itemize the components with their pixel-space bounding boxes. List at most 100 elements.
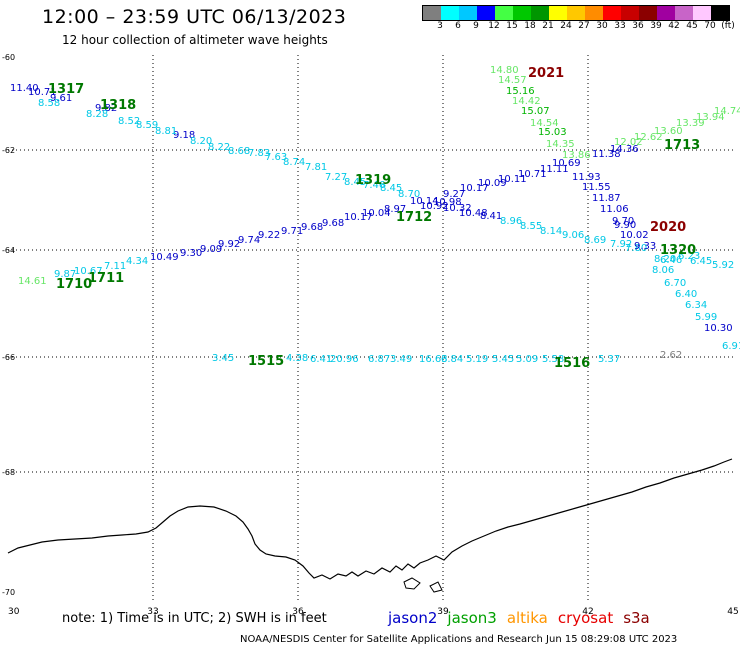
map-grid: 30 33 36 39 42 45 -60 -62 -64 -66 -68 -70 bbox=[2, 53, 739, 617]
wave-height-value: 8.14 bbox=[540, 226, 562, 237]
wave-height-value: 11.38 bbox=[592, 149, 621, 160]
colorbar-swatch bbox=[513, 6, 531, 20]
wave-height-value: 7.80 bbox=[625, 243, 647, 254]
wave-height-value: 4.34 bbox=[126, 256, 148, 267]
colorbar-swatch bbox=[495, 6, 513, 20]
wave-height-value: 3.45 bbox=[212, 353, 234, 364]
colorbar-tick-label: 33 bbox=[614, 21, 626, 31]
colorbar-swatch bbox=[531, 6, 549, 20]
pass-number-label: 1516 bbox=[554, 356, 590, 371]
footer-credit: NOAA/NESDIS Center for Satellite Applica… bbox=[240, 634, 678, 645]
satellite-legend-item: s3a bbox=[623, 609, 650, 627]
wave-height-value: 5.37 bbox=[598, 354, 620, 365]
colorbar-swatch bbox=[711, 6, 729, 20]
wave-height-value: 7.11 bbox=[104, 261, 126, 272]
wave-height-value: 6.41 bbox=[310, 354, 332, 365]
wave-height-value: 10.30 bbox=[704, 323, 733, 334]
colorbar-tick-label: 36 bbox=[632, 21, 644, 31]
wave-height-value: 7.92 bbox=[610, 239, 632, 250]
longitude-label: 45 bbox=[727, 607, 738, 617]
latitude-label: -70 bbox=[2, 588, 15, 597]
colorbar-tick-label: (ft) bbox=[721, 21, 735, 31]
wave-height-value: 11.06 bbox=[600, 204, 629, 215]
wave-height-value: 6.40 bbox=[675, 289, 697, 300]
wave-height-value: 10.09 bbox=[478, 178, 507, 189]
wave-height-value: 7.81 bbox=[305, 162, 327, 173]
colorbar-swatch bbox=[675, 6, 693, 20]
wave-height-value: 14.54 bbox=[530, 118, 559, 129]
colorbar-tick-label: 9 bbox=[473, 21, 479, 31]
wave-height-value: 8.28 bbox=[86, 109, 108, 120]
latitude-label: -68 bbox=[2, 468, 15, 477]
wave-height-value: 6.46 bbox=[660, 255, 682, 266]
satellite-legend-item: jason3 bbox=[447, 609, 497, 627]
colorbar-tick-label: 12 bbox=[488, 21, 500, 31]
wave-height-value: 14.42 bbox=[512, 96, 541, 107]
wave-height-value: 16.63 bbox=[419, 354, 448, 365]
colorbar-swatch bbox=[657, 6, 675, 20]
satellite-legend: jason2 jason3 altika cryosat s3a bbox=[388, 609, 660, 627]
wave-height-value: 11.55 bbox=[582, 182, 611, 193]
wave-height-value: 10.32 bbox=[443, 203, 472, 214]
wave-height-value: 10.69 bbox=[552, 158, 581, 169]
colorbar-swatch bbox=[567, 6, 585, 20]
colorbar-tick-label: 3 bbox=[437, 21, 443, 31]
wave-height-value: 10.04 bbox=[362, 208, 391, 219]
wave-height-value: 4.38 bbox=[286, 353, 308, 364]
colorbar-tick-label: 70 bbox=[704, 21, 716, 31]
longitude-label: 33 bbox=[147, 607, 158, 617]
wave-height-value: 11.93 bbox=[572, 172, 601, 183]
wave-height-value: 9.71 bbox=[281, 226, 303, 237]
colorbar-tick-label: 24 bbox=[560, 21, 572, 31]
wave-height-value: 9.18 bbox=[173, 130, 195, 141]
wave-height-value: 6.45 bbox=[690, 256, 712, 267]
antarctic-coastline bbox=[7, 458, 733, 580]
wave-height-value: 14.35 bbox=[546, 139, 575, 150]
pass-number-label: 2021 bbox=[528, 66, 564, 81]
longitude-label: 42 bbox=[582, 607, 593, 617]
pass-number-label: 1320 bbox=[660, 243, 696, 258]
wave-height-value: 11.40 bbox=[10, 83, 39, 94]
wave-height-value: 8.06 bbox=[652, 265, 674, 276]
pass-number-label: 2020 bbox=[650, 220, 686, 235]
wave-height-value: 5.99 bbox=[695, 312, 717, 323]
colorbar-swatch bbox=[477, 6, 495, 20]
colorbar-tick-label: 27 bbox=[578, 21, 590, 31]
colorbar-swatch bbox=[423, 6, 441, 20]
wave-height-value: 8.22 bbox=[208, 142, 230, 153]
wave-height-value: 9.87 bbox=[54, 269, 76, 280]
wave-height-value: 14.80 bbox=[490, 65, 519, 76]
coastal-island bbox=[403, 577, 421, 590]
wave-height-value: 9.70 bbox=[612, 216, 634, 227]
wave-height-colorbar bbox=[422, 5, 730, 21]
wave-height-value: 8.58 bbox=[38, 98, 60, 109]
wave-height-value: 8.52 bbox=[118, 116, 140, 127]
wave-height-value: 8.45 bbox=[344, 177, 366, 188]
colorbar-swatch bbox=[459, 6, 477, 20]
colorbar-swatch bbox=[549, 6, 567, 20]
wave-height-value: 14.57 bbox=[498, 75, 527, 86]
wave-height-value: 5.09 bbox=[516, 354, 538, 365]
wave-height-value: 10.92 bbox=[420, 201, 449, 212]
map-subtitle: 12 hour collection of altimeter wave hei… bbox=[62, 33, 328, 47]
satellite-legend-item: jason2 bbox=[388, 609, 438, 627]
colorbar-swatch bbox=[621, 6, 639, 20]
colorbar-tick-label: 45 bbox=[686, 21, 698, 31]
wave-height-value: 5.92 bbox=[712, 260, 734, 271]
wave-height-value: 14.61 bbox=[18, 276, 47, 287]
pass-number-label: 1711 bbox=[88, 271, 124, 286]
wave-height-value: 5.45 bbox=[492, 354, 514, 365]
wave-height-value: 8.74 bbox=[283, 157, 305, 168]
colorbar-tick-label: 30 bbox=[596, 21, 608, 31]
wave-height-value: 10.11 bbox=[498, 174, 527, 185]
latitude-label: -66 bbox=[2, 353, 15, 362]
wave-height-value: 6.70 bbox=[664, 278, 686, 289]
colorbar-tick-labels: 3 6 9 12 15 18 21 24 27 30 33 36 39 42 45 70 (ft) bbox=[422, 21, 735, 33]
wave-height-value: 15.03 bbox=[538, 127, 567, 138]
wave-height-value: 15.07 bbox=[521, 106, 550, 117]
wave-height-value: 13.60 bbox=[654, 126, 683, 137]
colorbar-tick-label: 15 bbox=[506, 21, 518, 31]
wave-height-value: 9.06 bbox=[562, 230, 584, 241]
pass-number-label: 1712 bbox=[396, 210, 432, 225]
